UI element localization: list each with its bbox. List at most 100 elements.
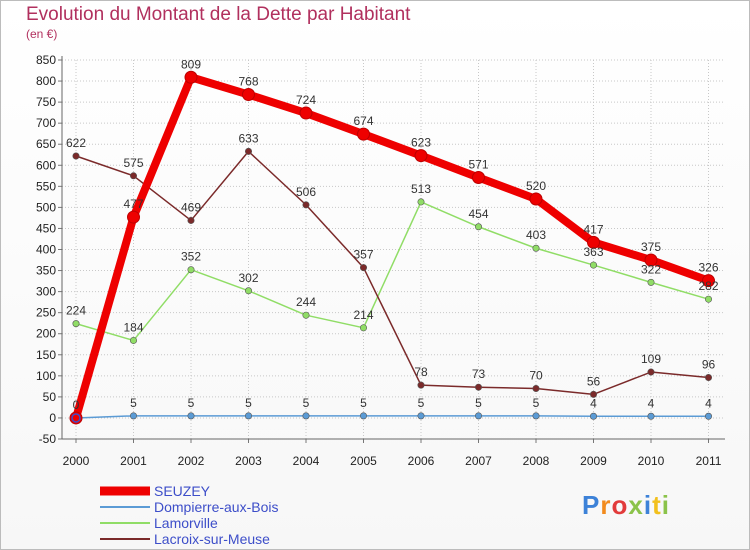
data-label: 724 bbox=[296, 93, 316, 107]
data-label: 417 bbox=[583, 222, 603, 236]
data-label: 674 bbox=[353, 114, 373, 128]
y-tick-label: 0 bbox=[49, 411, 56, 425]
data-label: 454 bbox=[468, 207, 488, 221]
data-label: 0 bbox=[73, 398, 80, 412]
data-label: 513 bbox=[411, 182, 431, 196]
legend: SEUZEYDompierre-aux-BoisLamorvilleLacroi… bbox=[100, 483, 278, 547]
y-tick-label: 250 bbox=[36, 306, 56, 320]
x-tick-label: 2003 bbox=[235, 454, 262, 468]
data-point bbox=[417, 381, 425, 389]
data-point bbox=[417, 198, 425, 206]
data-label: 5 bbox=[475, 396, 482, 410]
data-label: 56 bbox=[587, 374, 601, 388]
y-axis-ticks: -50 0 50 100 150 200 250 300 350 400 450 500 550 600 6… bbox=[36, 53, 56, 446]
y-tick-label: 300 bbox=[36, 285, 56, 299]
data-point bbox=[532, 412, 540, 420]
chart-title: Evolution du Montant de la Dette par Hab… bbox=[26, 4, 411, 25]
data-label: 622 bbox=[66, 136, 86, 150]
data-label: 244 bbox=[296, 295, 316, 309]
y-tick-label: 600 bbox=[36, 158, 56, 172]
data-point bbox=[72, 152, 80, 160]
x-tick-label: 2007 bbox=[465, 454, 492, 468]
y-tick-label: 350 bbox=[36, 264, 56, 278]
data-point bbox=[302, 412, 310, 420]
x-tick-label: 2008 bbox=[523, 454, 550, 468]
data-point bbox=[704, 295, 712, 303]
data-point bbox=[647, 368, 655, 376]
data-label: 302 bbox=[238, 271, 258, 285]
legend-label: Dompierre-aux-Bois bbox=[154, 499, 278, 515]
y-tick-label: 800 bbox=[36, 74, 56, 88]
data-label: 403 bbox=[526, 228, 546, 242]
data-point bbox=[417, 412, 425, 420]
legend-label: SEUZEY bbox=[154, 483, 211, 499]
data-point bbox=[589, 390, 597, 398]
data-point bbox=[359, 264, 367, 272]
data-point bbox=[474, 223, 482, 231]
x-tick-label: 2004 bbox=[293, 454, 320, 468]
y-tick-label: 700 bbox=[36, 116, 56, 130]
data-point bbox=[357, 127, 370, 141]
data-point bbox=[302, 201, 310, 209]
y-tick-label: 400 bbox=[36, 243, 56, 257]
data-label: 322 bbox=[641, 262, 661, 276]
x-tick-label: 2010 bbox=[638, 454, 665, 468]
data-point bbox=[532, 244, 540, 252]
data-point bbox=[242, 88, 255, 102]
data-label: 70 bbox=[529, 368, 543, 382]
data-label: 282 bbox=[698, 279, 718, 293]
y-tick-label: 100 bbox=[36, 369, 56, 383]
x-tick-label: 2001 bbox=[120, 454, 147, 468]
data-label: 469 bbox=[181, 200, 201, 214]
data-point bbox=[644, 253, 658, 267]
y-tick-label: 850 bbox=[36, 53, 56, 67]
data-point bbox=[474, 412, 482, 420]
data-label: 224 bbox=[66, 304, 86, 318]
data-label: 506 bbox=[296, 185, 316, 199]
data-label: 109 bbox=[641, 352, 661, 366]
data-label: 4 bbox=[590, 396, 597, 410]
x-axis-ticks: 2000 2001 2002 2003 2004 2005 2006 2007 2008 2009… bbox=[63, 454, 722, 468]
series-line-3 bbox=[75, 150, 709, 396]
data-label: 633 bbox=[238, 131, 258, 145]
data-label: 73 bbox=[472, 367, 486, 381]
data-label: 571 bbox=[468, 157, 488, 171]
data-point bbox=[245, 287, 253, 295]
data-label: 78 bbox=[414, 365, 428, 379]
legend-label: Lacroix-sur-Meuse bbox=[154, 531, 270, 547]
data-point bbox=[302, 311, 310, 319]
data-label: 5 bbox=[245, 396, 252, 410]
data-label: 375 bbox=[641, 240, 661, 254]
data-point bbox=[245, 412, 253, 420]
y-tick-label: 500 bbox=[36, 200, 56, 214]
data-label: 4 bbox=[648, 396, 655, 410]
data-point bbox=[299, 106, 313, 120]
data-point bbox=[704, 412, 712, 420]
data-point bbox=[474, 383, 482, 391]
x-tick-label: 2005 bbox=[350, 454, 377, 468]
data-label: 520 bbox=[526, 179, 546, 193]
data-label: 5 bbox=[130, 396, 137, 410]
data-label: 184 bbox=[123, 320, 143, 334]
proxiti-logo: Proxiti bbox=[582, 490, 670, 520]
data-point bbox=[647, 278, 655, 286]
data-point bbox=[704, 374, 712, 382]
data-point bbox=[472, 170, 485, 184]
y-tick-label: 750 bbox=[36, 95, 56, 109]
data-label: 477 bbox=[123, 197, 143, 211]
data-label: 768 bbox=[238, 75, 258, 89]
data-point bbox=[127, 210, 140, 224]
y-tick-label: 650 bbox=[36, 137, 56, 151]
series-line-2 bbox=[75, 201, 709, 342]
data-label: 326 bbox=[698, 261, 718, 275]
data-labels: 0 477 809 768 724 674 623 571 520 417 375 326 5 5 5 5 5 5… bbox=[66, 57, 719, 412]
x-tick-label: 2006 bbox=[408, 454, 435, 468]
data-point bbox=[359, 324, 367, 332]
x-tick-label: 2009 bbox=[580, 454, 607, 468]
series-line-1 bbox=[75, 415, 709, 419]
data-label: 5 bbox=[303, 396, 310, 410]
data-point bbox=[702, 274, 715, 288]
x-tick-label: 2002 bbox=[178, 454, 205, 468]
data-label: 5 bbox=[360, 396, 367, 410]
